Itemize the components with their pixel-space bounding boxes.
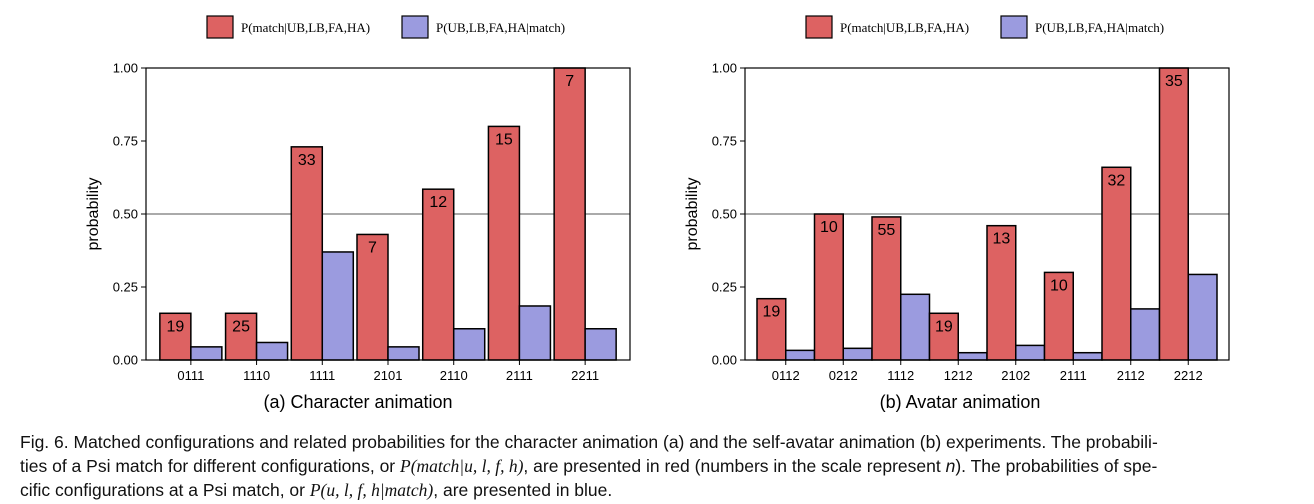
y-tick-label: 1.00 [113, 61, 138, 76]
bar-count-label: 7 [565, 73, 574, 90]
x-tick-label: 2111 [1060, 368, 1087, 383]
caption-math: n [945, 456, 956, 476]
x-tick-label: 2102 [1001, 368, 1030, 383]
bar-match-probability [356, 233, 389, 361]
bar-config-probability [518, 305, 552, 361]
legend-label: P(UB,LB,FA,HA|match) [1035, 20, 1164, 35]
caption-math: P(u, l, f, h|match) [309, 480, 434, 500]
figure: 19 0111 25 1110 33 1111 7 2101 12 2110 15 2111 7 2211… [85, 15, 1230, 412]
x-tick-label: 1110 [243, 368, 270, 383]
bar-match-probability [928, 312, 959, 361]
bar-match-probability [1043, 271, 1074, 361]
bar-config-probability [452, 328, 486, 361]
y-tick-label: 0.00 [113, 353, 138, 368]
bar-config-probability [584, 328, 617, 361]
y-tick-label: 0.75 [712, 134, 737, 149]
x-tick-label: 2112 [1117, 368, 1145, 383]
y-tick-label: 0.50 [113, 207, 138, 222]
bar-count-label: 19 [935, 318, 953, 335]
chart-title: (a) Character animation [263, 392, 452, 412]
bar-count-label: 10 [1050, 277, 1068, 294]
bar-config-probability [387, 346, 420, 361]
x-tick-label: 1212 [944, 368, 973, 383]
bar-config-probability [1015, 344, 1046, 361]
bar-count-label: 7 [368, 239, 377, 256]
legend-swatch-blue [1000, 15, 1028, 39]
x-tick-label: 1112 [887, 368, 914, 383]
bar-count-label: 12 [429, 194, 447, 211]
bar-match-probability [1101, 166, 1132, 361]
legend-label: P(match|UB,LB,FA,HA) [241, 20, 370, 35]
bar-config-probability [957, 351, 988, 361]
x-tick-label: 2110 [440, 368, 468, 383]
bar-config-probability [842, 347, 873, 361]
legend-label: P(UB,LB,FA,HA|match) [436, 20, 565, 35]
x-tick-label: 1111 [309, 368, 335, 383]
caption-text: Fig. 6. Matched configurations and relat… [20, 432, 1158, 452]
caption-text: cific configurations at a Psi match, or [20, 480, 310, 500]
bar-match-probability [986, 224, 1017, 361]
y-tick-label: 0.25 [712, 280, 737, 295]
caption-line-3: cific configurations at a Psi match, or … [20, 478, 1310, 502]
bar-config-probability [255, 341, 289, 361]
bar-config-probability [900, 293, 931, 361]
bar-config-probability [321, 251, 355, 361]
bar-match-probability [290, 146, 324, 361]
bar-count-label: 19 [166, 318, 184, 335]
bar-count-label: 55 [877, 222, 895, 239]
x-tick-label: 0212 [829, 368, 858, 383]
x-tick-label: 0112 [772, 368, 800, 383]
bar-match-probability [756, 297, 787, 361]
caption-text: ties of a Psi match for different config… [20, 456, 401, 476]
x-tick-label: 2212 [1174, 368, 1203, 383]
y-tick-label: 0.50 [712, 207, 737, 222]
x-tick-label: 2211 [571, 368, 599, 383]
bar-count-label: 25 [232, 318, 250, 335]
caption-line-2: ties of a Psi match for different config… [20, 454, 1310, 478]
y-axis-label: probability [85, 178, 102, 251]
bar-match-probability [421, 188, 455, 361]
bar-match-probability [871, 216, 902, 361]
bar-config-probability [1130, 308, 1161, 361]
bar-count-label: 19 [762, 304, 780, 321]
bar-match-probability [487, 125, 521, 361]
bar-count-label: 15 [495, 131, 513, 148]
bar-config-probability [1072, 351, 1103, 361]
y-axis-label: probability [684, 178, 701, 251]
chart-avatar-animation: 19 0112 10 0212 55 1112 19 1212 13 2102 10 2111 32 21… [684, 15, 1230, 412]
bar-match-probability [553, 67, 586, 361]
caption-text: , are presented in red (numbers in the s… [523, 456, 946, 476]
bar-config-probability [190, 346, 223, 361]
legend-label: P(match|UB,LB,FA,HA) [840, 20, 969, 35]
bar-count-label: 35 [1165, 73, 1183, 90]
figure-caption: Fig. 6. Matched configurations and relat… [20, 430, 1310, 502]
y-tick-label: 1.00 [712, 61, 737, 76]
caption-line-1: Fig. 6. Matched configurations and relat… [20, 430, 1310, 454]
bar-count-label: 13 [992, 231, 1010, 248]
chart-title: (b) Avatar animation [880, 392, 1041, 412]
y-tick-label: 0.00 [712, 353, 737, 368]
bar-config-probability [785, 349, 816, 361]
bar-count-label: 10 [820, 219, 838, 236]
bar-match-probability [1158, 67, 1189, 361]
bar-count-label: 32 [1107, 172, 1125, 189]
legend-swatch-red [206, 15, 234, 39]
bar-match-probability [224, 312, 258, 361]
legend-swatch-red [805, 15, 833, 39]
caption-text: ). The probabilities of spe- [955, 456, 1158, 476]
x-tick-label: 2111 [506, 368, 533, 383]
chart-character-animation: 19 0111 25 1110 33 1111 7 2101 12 2110 15 2111 7 2211… [85, 15, 631, 412]
caption-math: P(match|u, l, f, h) [400, 456, 524, 476]
y-tick-label: 0.75 [113, 134, 138, 149]
bar-config-probability [1187, 273, 1218, 361]
x-tick-label: 2101 [374, 368, 403, 383]
x-tick-label: 0111 [177, 368, 204, 383]
bar-count-label: 33 [298, 152, 316, 169]
caption-text: , are presented in blue. [433, 480, 613, 500]
y-tick-label: 0.25 [113, 280, 138, 295]
legend-swatch-blue [401, 15, 429, 39]
